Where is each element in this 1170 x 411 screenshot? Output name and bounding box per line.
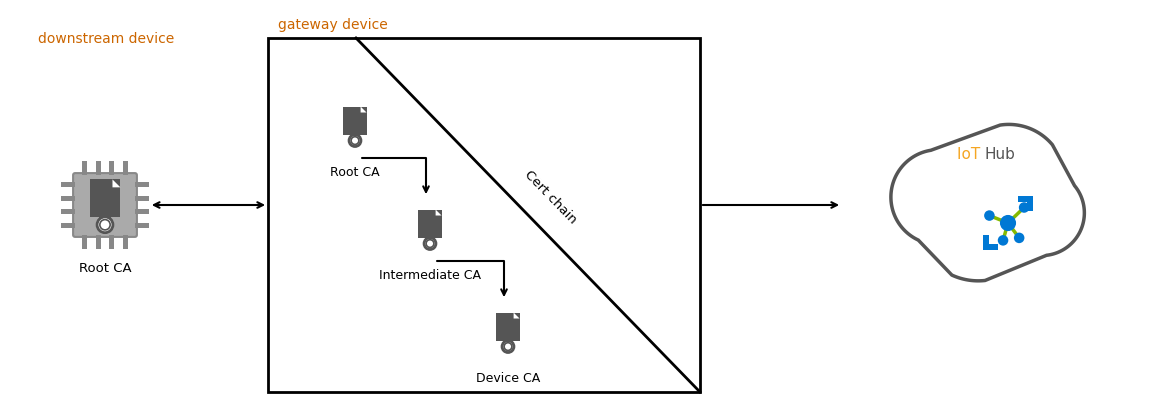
Polygon shape xyxy=(360,106,366,113)
Text: Root CA: Root CA xyxy=(330,166,380,179)
Polygon shape xyxy=(112,180,121,187)
Circle shape xyxy=(97,217,113,233)
Bar xyxy=(1018,196,1033,202)
Bar xyxy=(135,196,149,201)
FancyBboxPatch shape xyxy=(73,173,137,237)
Bar xyxy=(503,341,507,348)
FancyBboxPatch shape xyxy=(419,210,441,238)
Bar xyxy=(135,223,149,228)
Bar xyxy=(98,217,104,226)
Bar xyxy=(96,235,101,249)
Bar xyxy=(425,238,429,245)
Bar xyxy=(109,235,115,249)
Text: Root CA: Root CA xyxy=(78,262,131,275)
Text: IoT: IoT xyxy=(957,147,985,162)
Bar xyxy=(106,217,111,226)
Bar xyxy=(82,235,87,249)
Polygon shape xyxy=(514,313,519,319)
Bar xyxy=(350,135,355,142)
Bar xyxy=(431,238,435,245)
FancyBboxPatch shape xyxy=(90,180,121,217)
Bar xyxy=(135,182,149,187)
Circle shape xyxy=(349,135,360,146)
Polygon shape xyxy=(890,125,1085,281)
Polygon shape xyxy=(435,210,441,215)
Bar xyxy=(96,161,101,175)
Circle shape xyxy=(984,210,994,221)
Bar xyxy=(983,244,998,250)
Text: downstream device: downstream device xyxy=(37,32,174,46)
Circle shape xyxy=(502,341,514,353)
Bar xyxy=(1026,196,1033,210)
Text: gateway device: gateway device xyxy=(278,18,387,32)
Bar xyxy=(356,135,360,142)
Bar xyxy=(123,161,129,175)
Circle shape xyxy=(424,238,436,249)
Bar xyxy=(983,236,990,250)
Bar xyxy=(123,235,129,249)
FancyBboxPatch shape xyxy=(496,313,519,341)
Bar xyxy=(61,182,75,187)
Text: Cert chain: Cert chain xyxy=(522,168,579,226)
Bar xyxy=(61,196,75,201)
Bar xyxy=(61,209,75,215)
Bar xyxy=(268,38,700,392)
Circle shape xyxy=(1019,202,1030,213)
Circle shape xyxy=(1000,215,1016,231)
Bar xyxy=(82,161,87,175)
Circle shape xyxy=(998,235,1009,246)
Bar xyxy=(135,209,149,215)
Circle shape xyxy=(1014,233,1025,243)
Text: Intermediate CA: Intermediate CA xyxy=(379,269,481,282)
Text: Hub: Hub xyxy=(985,147,1016,162)
Bar xyxy=(509,341,512,348)
Text: Device CA: Device CA xyxy=(476,372,541,385)
Bar xyxy=(109,161,115,175)
FancyBboxPatch shape xyxy=(344,106,366,135)
Bar xyxy=(61,223,75,228)
